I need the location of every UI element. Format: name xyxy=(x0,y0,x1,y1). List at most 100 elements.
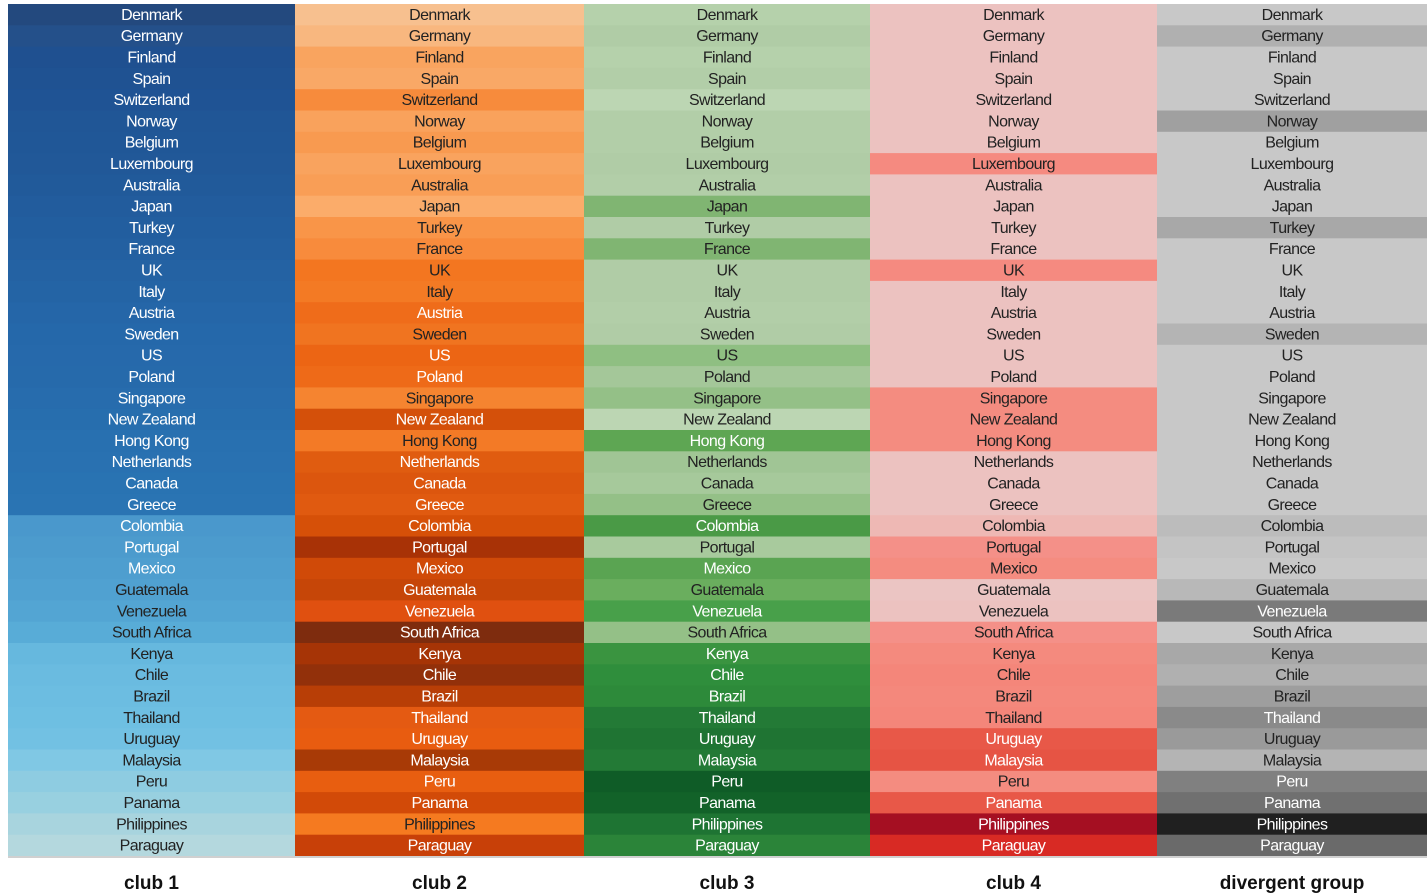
cell-label: Philippines xyxy=(116,816,187,833)
cell-label: Hong Kong xyxy=(1255,433,1330,450)
cell xyxy=(584,706,870,729)
cell-label: Norway xyxy=(126,113,177,130)
cell-label: Germany xyxy=(409,28,471,45)
cell-label: Brazil xyxy=(133,688,169,705)
cell-label: Chile xyxy=(997,667,1031,684)
cell xyxy=(870,685,1157,708)
cell-label: Philippines xyxy=(692,816,763,833)
cell-label: US xyxy=(1281,348,1302,365)
cell-label: Paraguay xyxy=(982,838,1046,855)
cell xyxy=(870,430,1157,452)
cell xyxy=(295,493,584,516)
cell xyxy=(584,834,870,857)
cell-label: Luxembourg xyxy=(110,156,193,173)
cell xyxy=(584,408,870,431)
cell-label: Peru xyxy=(1276,774,1307,791)
cell-label: Luxembourg xyxy=(972,156,1055,173)
cell xyxy=(584,685,870,708)
cell-label: Panama xyxy=(124,795,181,812)
cell-label: Panama xyxy=(699,795,756,812)
cell-label: Kenya xyxy=(1271,646,1314,663)
cell-label: Belgium xyxy=(413,135,467,152)
cell xyxy=(870,259,1157,282)
cell-label: Hong Kong xyxy=(114,433,189,450)
cell xyxy=(584,110,870,133)
column-label: club 2 xyxy=(412,873,467,894)
cell xyxy=(870,217,1157,239)
cell-label: Colombia xyxy=(408,518,471,535)
cell-label: Colombia xyxy=(120,518,183,535)
cell xyxy=(8,579,295,601)
cell xyxy=(295,834,584,857)
cell-label: Austria xyxy=(1269,305,1315,322)
cell xyxy=(8,25,295,48)
cell xyxy=(295,472,584,495)
cell-label: Poland xyxy=(1269,369,1315,386)
cell-label: Netherlands xyxy=(687,454,767,471)
cell-label: Norway xyxy=(1267,113,1318,130)
cell xyxy=(8,770,295,793)
cell-label: Philippines xyxy=(1257,816,1328,833)
cell-label: Switzerland xyxy=(113,92,189,109)
cell-label: Portugal xyxy=(986,539,1041,556)
cell-label: Peru xyxy=(136,774,167,791)
cell xyxy=(8,259,295,282)
cell-label: Spain xyxy=(995,71,1033,88)
cell xyxy=(8,153,295,175)
cell-label: Denmark xyxy=(983,7,1045,24)
cell xyxy=(870,89,1157,111)
cell-label: Finland xyxy=(1268,49,1316,66)
cell-label: Hong Kong xyxy=(690,433,765,450)
cell-label: Venezuela xyxy=(117,603,187,620)
cell-label: Colombia xyxy=(1261,518,1324,535)
cell xyxy=(295,46,584,69)
cell-label: Spain xyxy=(133,71,171,88)
cell-label: Japan xyxy=(993,199,1034,216)
cell-label: Italy xyxy=(426,284,453,301)
cell xyxy=(1157,515,1427,537)
cell-label: Thailand xyxy=(699,710,756,727)
cell-label: Portugal xyxy=(700,539,755,556)
cell xyxy=(870,493,1157,516)
cell xyxy=(1157,770,1427,793)
cell xyxy=(584,259,870,282)
cell xyxy=(584,770,870,793)
cell-label: Guatemala xyxy=(691,582,765,599)
cell-label: Germany xyxy=(696,28,758,45)
cell xyxy=(295,153,584,175)
cell-label: Germany xyxy=(983,28,1045,45)
cell xyxy=(1157,4,1427,26)
cell-label: Uruguay xyxy=(699,731,756,748)
cell-label: Brazil xyxy=(421,688,457,705)
cell-label: Thailand xyxy=(123,710,180,727)
cell xyxy=(1157,89,1427,111)
cell xyxy=(295,195,584,218)
cell-label: Spain xyxy=(708,71,746,88)
cell xyxy=(1157,579,1427,601)
cell-label: Turkey xyxy=(705,220,750,237)
cell xyxy=(870,515,1157,537)
cell-label: Belgium xyxy=(1265,135,1319,152)
cell-label: Japan xyxy=(131,199,172,216)
cell-label: Malaysia xyxy=(698,752,757,769)
cell-label: Hong Kong xyxy=(976,433,1051,450)
cell xyxy=(584,46,870,69)
cell xyxy=(870,621,1157,644)
cell-label: Brazil xyxy=(995,688,1031,705)
cell-label: Austria xyxy=(129,305,175,322)
cell xyxy=(1157,621,1427,644)
cell-label: Singapore xyxy=(980,390,1048,407)
cell-label: Paraguay xyxy=(1260,838,1324,855)
cell-label: New Zealand xyxy=(396,412,484,429)
cell-label: Guatemala xyxy=(115,582,189,599)
cell xyxy=(870,323,1157,346)
cell xyxy=(870,4,1157,26)
cell-label: Australia xyxy=(985,177,1043,194)
cell xyxy=(584,451,870,474)
cell-label: Thailand xyxy=(411,710,468,727)
cell xyxy=(1157,387,1427,410)
cell-label: Poland xyxy=(990,369,1036,386)
cell xyxy=(8,472,295,495)
cell-label: Germany xyxy=(121,28,183,45)
cell-label: Mexico xyxy=(703,561,751,578)
